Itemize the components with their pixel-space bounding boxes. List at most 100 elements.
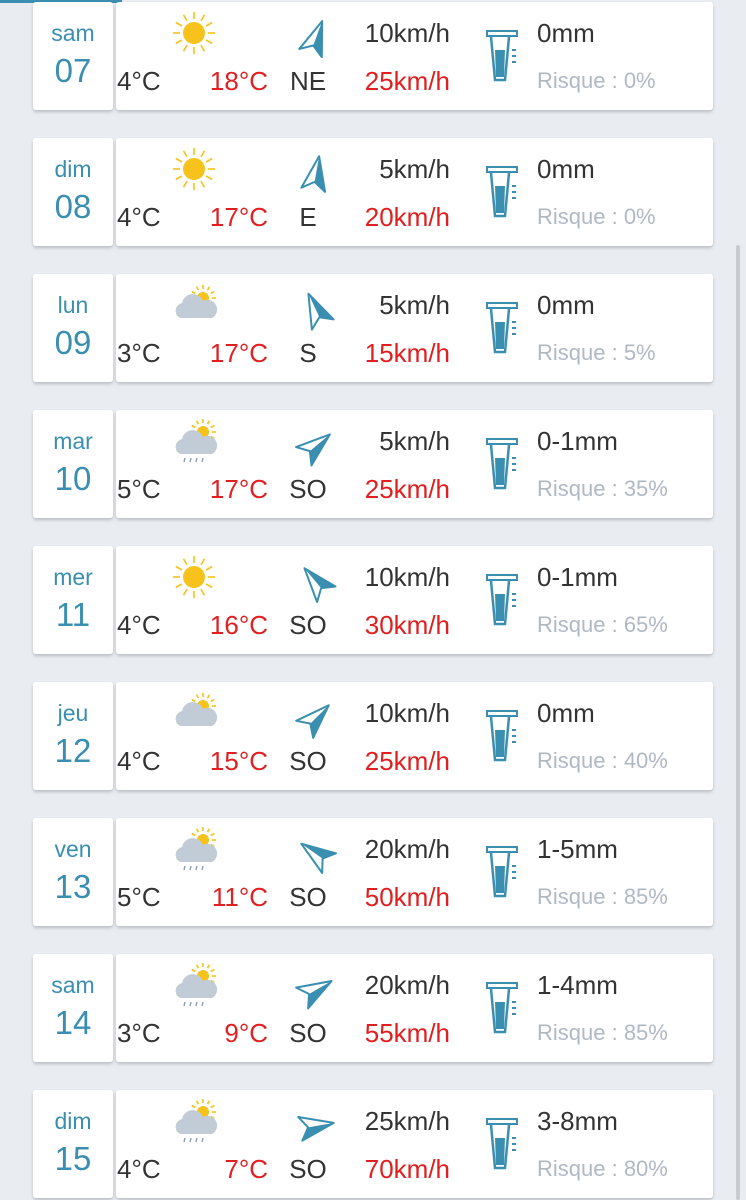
cloud-sun-rain-icon	[175, 963, 218, 1007]
rain-amount: 0mm	[537, 290, 595, 320]
wind-direction: SO	[289, 1018, 327, 1048]
rain-amount: 3-8mm	[537, 1106, 618, 1136]
wind-gust: 20km/h	[364, 202, 450, 232]
wind-direction: SO	[289, 474, 327, 504]
rain-risk: Risque : 85%	[537, 1020, 668, 1045]
day-name: sam	[51, 972, 95, 998]
forecast-row[interactable]: ven 13 5°C 11°C 20km/h SO 50km/h 1-5mm R…	[0, 818, 746, 928]
date-box: mar 10	[33, 410, 113, 518]
min-temp: 4°C	[117, 610, 161, 640]
forecast-card: 4°C 18°C 10km/h NE 25km/h 0mm Risque : 0…	[116, 2, 713, 110]
forecast-card: 4°C 17°C 5km/h E 20km/h 0mm Risque : 0%	[116, 138, 713, 246]
wind-speed: 20km/h	[364, 834, 450, 864]
min-temp: 3°C	[117, 338, 161, 368]
forecast-row[interactable]: lun 09 3°C 17°C 5km/h S 15km/h 0mm Risqu…	[0, 274, 746, 384]
wind-speed: 25km/h	[364, 1106, 450, 1136]
min-temp: 4°C	[117, 1154, 161, 1184]
rain-gauge-icon	[486, 30, 518, 82]
cloud-sun-icon	[175, 693, 218, 726]
wind-direction: SO	[289, 610, 327, 640]
forecast-card: 4°C 16°C 10km/h SO 30km/h 0-1mm Risque :…	[116, 546, 713, 654]
forecast-row[interactable]: dim 08 4°C 17°C 5km/h E 20km/h 0mm Risqu…	[0, 138, 746, 248]
date-box: ven 13	[33, 818, 113, 926]
wind-speed: 10km/h	[364, 18, 450, 48]
sun-icon	[173, 12, 215, 54]
rain-amount: 0-1mm	[537, 562, 618, 592]
wind-speed: 5km/h	[379, 426, 450, 456]
date-box: dim 08	[33, 138, 113, 246]
day-name: mar	[53, 428, 93, 454]
rain-amount: 0mm	[537, 154, 595, 184]
day-name: dim	[54, 156, 92, 182]
rain-amount: 0mm	[537, 18, 595, 48]
wind-gust: 30km/h	[364, 610, 450, 640]
forecast-row[interactable]: mar 10 5°C 17°C 5km/h SO 25km/h 0-1mm Ri…	[0, 410, 746, 520]
max-temp: 17°C	[209, 202, 268, 232]
rain-gauge-icon	[486, 574, 518, 626]
wind-gust: 50km/h	[364, 882, 450, 912]
day-name: lun	[57, 292, 89, 318]
wind-direction-arrow-icon	[295, 704, 330, 739]
wind-speed: 5km/h	[379, 154, 450, 184]
wind-direction-arrow-icon	[307, 292, 335, 331]
wind-speed: 20km/h	[364, 970, 450, 1000]
wind-direction-arrow-icon	[300, 842, 337, 875]
forecast-row[interactable]: sam 14 3°C 9°C 20km/h SO 55km/h 1-4mm Ri…	[0, 954, 746, 1064]
date-box: mer 11	[33, 546, 113, 654]
max-temp: 7°C	[224, 1154, 268, 1184]
cloud-sun-rain-icon	[175, 1099, 218, 1143]
cloud-sun-icon	[175, 285, 218, 318]
wind-direction-arrow-icon	[300, 155, 327, 193]
wind-gust: 55km/h	[364, 1018, 450, 1048]
date-box: dim 15	[33, 1090, 113, 1198]
forecast-row[interactable]: jeu 12 4°C 15°C 10km/h SO 25km/h 0mm Ris…	[0, 682, 746, 792]
rain-risk: Risque : 5%	[537, 340, 656, 365]
scrollbar[interactable]	[736, 245, 740, 1200]
forecast-row[interactable]: sam 07 4°C 18°C 10km/h NE 25km/h 0mm Ris…	[0, 2, 746, 112]
max-temp: 11°C	[211, 882, 268, 912]
rain-amount: 0mm	[537, 698, 595, 728]
wind-direction-arrow-icon	[295, 980, 333, 1010]
wind-direction-arrow-icon	[297, 1115, 335, 1142]
rain-gauge-icon	[486, 846, 518, 898]
rain-gauge-icon	[486, 438, 518, 490]
rain-amount: 0-1mm	[537, 426, 618, 456]
max-temp: 15°C	[209, 746, 268, 776]
forecast-row[interactable]: dim 15 4°C 7°C 25km/h SO 70km/h 3-8mm Ri…	[0, 1090, 746, 1200]
rain-gauge-icon	[486, 1118, 518, 1170]
date-box: lun 09	[33, 274, 113, 382]
wind-gust: 25km/h	[364, 66, 450, 96]
day-number: 12	[54, 732, 92, 769]
wind-speed: 10km/h	[364, 698, 450, 728]
day-number: 11	[55, 596, 91, 633]
day-number: 09	[54, 324, 92, 361]
day-number: 13	[54, 868, 92, 905]
min-temp: 4°C	[117, 66, 161, 96]
sun-icon	[173, 556, 215, 598]
rain-risk: Risque : 35%	[537, 476, 668, 501]
min-temp: 5°C	[117, 474, 161, 504]
forecast-card: 5°C 11°C 20km/h SO 50km/h 1-5mm Risque :…	[116, 818, 713, 926]
min-temp: 4°C	[117, 746, 161, 776]
rain-gauge-icon	[486, 710, 518, 762]
date-box: jeu 12	[33, 682, 113, 790]
active-tab-indicator	[0, 0, 122, 3]
day-number: 14	[54, 1004, 92, 1041]
rain-risk: Risque : 0%	[537, 204, 656, 229]
forecast-card: 4°C 15°C 10km/h SO 25km/h 0mm Risque : 4…	[116, 682, 713, 790]
wind-gust: 25km/h	[364, 474, 450, 504]
min-temp: 4°C	[117, 202, 161, 232]
max-temp: 16°C	[209, 610, 268, 640]
rain-gauge-icon	[486, 166, 518, 218]
forecast-card: 5°C 17°C 5km/h SO 25km/h 0-1mm Risque : …	[116, 410, 713, 518]
min-temp: 3°C	[117, 1018, 161, 1048]
max-temp: 9°C	[224, 1018, 268, 1048]
rain-amount: 1-5mm	[537, 834, 618, 864]
cloud-sun-rain-icon	[175, 827, 218, 871]
wind-direction: S	[299, 338, 317, 368]
cloud-sun-rain-icon	[175, 419, 218, 463]
min-temp: 5°C	[117, 882, 161, 912]
forecast-card: 4°C 7°C 25km/h SO 70km/h 3-8mm Risque : …	[116, 1090, 713, 1198]
forecast-row[interactable]: mer 11 4°C 16°C 10km/h SO 30km/h 0-1mm R…	[0, 546, 746, 656]
wind-gust: 15km/h	[364, 338, 450, 368]
